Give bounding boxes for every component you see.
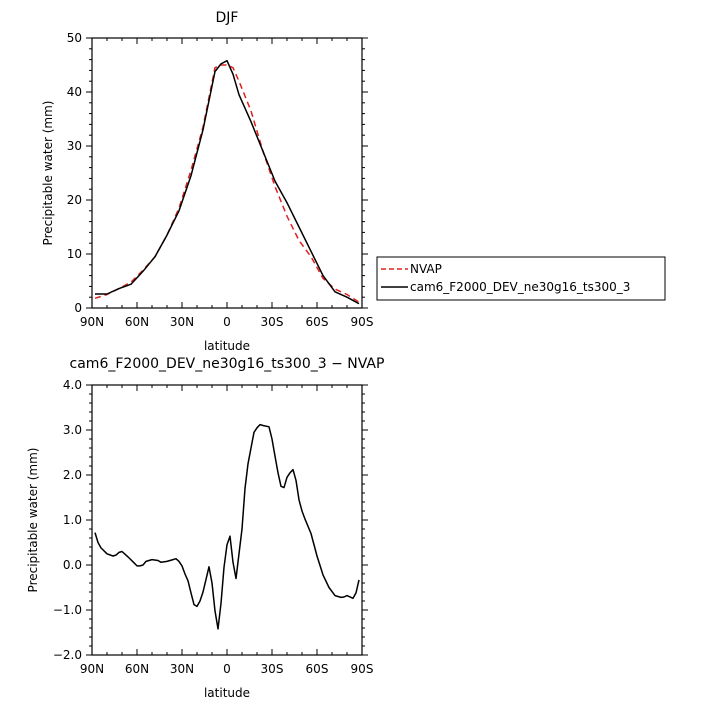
bottom-series-line-series-0 <box>94 423 360 630</box>
legend-label-nvap: NVAP <box>410 262 442 276</box>
bottom-x-tick-label: 30S <box>261 662 284 676</box>
top-y-axis-label: Precipitable water (mm) <box>41 101 55 246</box>
bottom-y-tick-label: 1.0 <box>63 513 82 527</box>
bottom-y-tick-label: −1.0 <box>53 603 82 617</box>
top-y-tick-label: 30 <box>67 139 82 153</box>
bottom-y-tick-label: 0.0 <box>63 558 82 572</box>
bottom-y-tick-label: 3.0 <box>63 423 82 437</box>
bottom-y-tick-label: 2.0 <box>63 468 82 482</box>
top-x-tick-label: 30S <box>261 315 284 329</box>
legend-box <box>376 256 666 301</box>
bottom-x-tick-label: 0 <box>223 662 231 676</box>
legend-label-cam6: cam6_F2000_DEV_ne30g16_ts300_3 <box>410 280 630 294</box>
bottom-chart-title: cam6_F2000_DEV_ne30g16_ts300_3 − NVAP <box>70 356 385 372</box>
top-plot-frame <box>91 37 363 309</box>
bottom-panel: cam6_F2000_DEV_ne30g16_ts300_3 − NVAP 90… <box>26 356 384 700</box>
bottom-x-tick-label: 60S <box>306 662 329 676</box>
top-x-tick-label: 0 <box>223 315 231 329</box>
bottom-x-tick-label: 30N <box>170 662 194 676</box>
bottom-x-tick-label: 60N <box>125 662 149 676</box>
top-y-tick-label: 10 <box>67 247 82 261</box>
top-chart-title: DJF <box>216 10 239 26</box>
top-x-axis-label: latitude <box>204 339 250 353</box>
bottom-y-tick-label: −2.0 <box>53 648 82 662</box>
top-y-tick-label: 20 <box>67 193 82 207</box>
top-y-tick-label: 0 <box>74 301 82 315</box>
top-legend: NVAP cam6_F2000_DEV_ne30g16_ts300_3 <box>376 256 666 301</box>
bottom-x-tick-label: 90S <box>351 662 374 676</box>
top-series-line-nvap <box>94 64 360 303</box>
top-y-tick-label: 50 <box>67 31 82 45</box>
bottom-x-axis-label: latitude <box>204 686 250 700</box>
top-x-tick-label: 60S <box>306 315 329 329</box>
top-y-tick-label: 40 <box>67 85 82 99</box>
top-panel: DJF 90N 60N 30N 0 30S 60S 90S 0 10 20 30 40 50 latit… <box>41 10 666 353</box>
top-x-tick-label: 30N <box>170 315 194 329</box>
top-series-line-cam6-f2000-dev-ne30g16-ts300-3 <box>95 59 360 305</box>
top-x-tick-label: 60N <box>125 315 149 329</box>
bottom-x-tick-label: 90N <box>80 662 104 676</box>
bottom-y-tick-label: 4.0 <box>63 378 82 392</box>
bottom-plot-frame <box>91 384 363 656</box>
top-x-tick-label: 90N <box>80 315 104 329</box>
bottom-y-axis-label: Precipitable water (mm) <box>26 448 40 593</box>
top-x-tick-label: 90S <box>351 315 374 329</box>
